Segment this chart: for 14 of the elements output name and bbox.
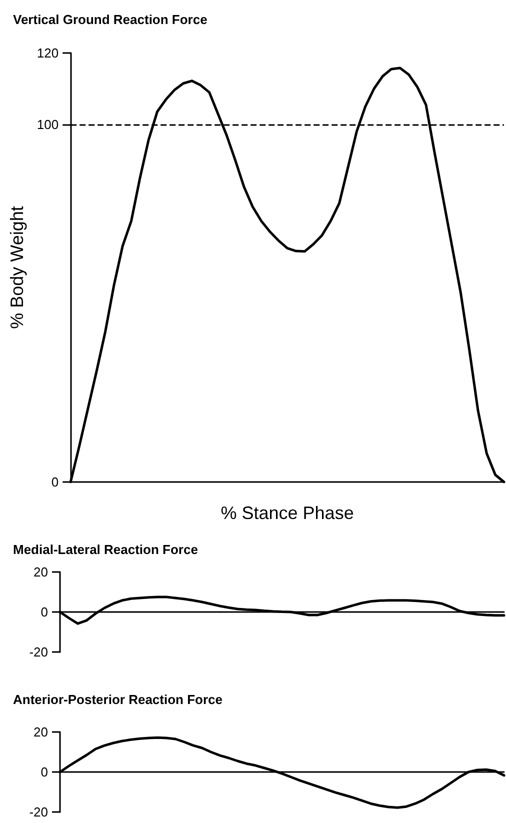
y-tick-label: 0: [40, 604, 48, 620]
y-axis-title: % Body Weight: [7, 206, 27, 329]
y-tick-label: 20: [34, 724, 48, 740]
chart-title: Vertical Ground Reaction Force: [13, 12, 208, 27]
x-axis-title: % Stance Phase: [220, 503, 354, 523]
chart-title: Medial-Lateral Reaction Force: [13, 542, 198, 557]
y-tick-label: 120: [36, 46, 59, 60]
y-tick-label: -20: [29, 644, 48, 660]
y-tick-label: -20: [29, 804, 48, 820]
y-tick-label: 100: [36, 117, 59, 132]
y-tick-label: 0: [40, 764, 48, 780]
chart-title: Anterior-Posterior Reaction Force: [13, 692, 222, 707]
y-tick-label: 20: [34, 564, 48, 580]
y-tick-label: 0: [51, 474, 59, 490]
